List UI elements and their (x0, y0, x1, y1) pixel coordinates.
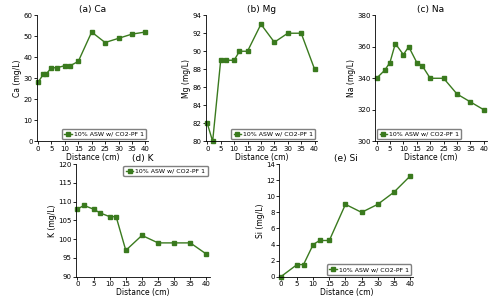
Y-axis label: Si (mg/L): Si (mg/L) (255, 203, 264, 238)
X-axis label: Distance (cm): Distance (cm) (403, 153, 457, 162)
Y-axis label: K (mg/L): K (mg/L) (48, 204, 57, 237)
Y-axis label: Na (mg/L): Na (mg/L) (346, 59, 355, 97)
X-axis label: Distance (cm): Distance (cm) (234, 153, 288, 162)
X-axis label: Distance (cm): Distance (cm) (65, 153, 119, 162)
Title: (b) Mg: (b) Mg (246, 5, 276, 14)
Legend: 10% ASW w/ CO2-PF 1: 10% ASW w/ CO2-PF 1 (376, 129, 461, 140)
X-axis label: Distance (cm): Distance (cm) (319, 288, 372, 297)
Title: (d) K: (d) K (132, 154, 153, 163)
Legend: 10% ASW w/ CO2-PF 1: 10% ASW w/ CO2-PF 1 (326, 264, 410, 275)
Y-axis label: Mg (mg/L): Mg (mg/L) (182, 59, 191, 98)
Legend: 10% ASW w/ CO2-PF 1: 10% ASW w/ CO2-PF 1 (230, 129, 315, 140)
Legend: 10% ASW w/ CO2-PF 1: 10% ASW w/ CO2-PF 1 (61, 129, 146, 140)
Title: (a) Ca: (a) Ca (79, 5, 106, 14)
X-axis label: Distance (cm): Distance (cm) (116, 288, 169, 297)
Title: (e) Si: (e) Si (334, 154, 358, 163)
Legend: 10% ASW w/ CO2-PF 1: 10% ASW w/ CO2-PF 1 (123, 166, 207, 176)
Y-axis label: Ca (mg/L): Ca (mg/L) (13, 60, 22, 97)
Title: (c) Na: (c) Na (416, 5, 444, 14)
